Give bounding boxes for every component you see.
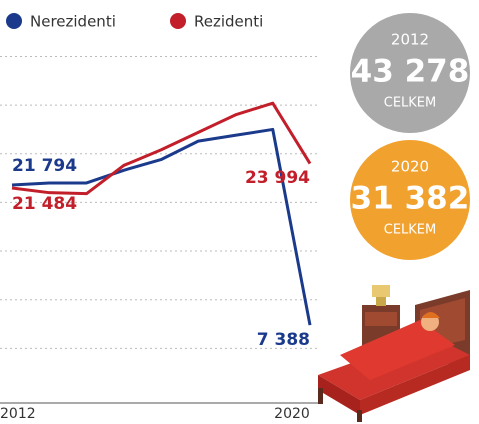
total-value: 43 278 <box>351 54 470 90</box>
total-caption: CELKEM <box>384 96 437 111</box>
total-badge <box>350 13 470 133</box>
series-line <box>11 101 312 196</box>
x-tick-label: 2020 <box>274 406 310 422</box>
total-caption: CELKEM <box>384 223 437 238</box>
data-label: 7 388 <box>257 330 310 350</box>
total-year: 2020 <box>391 158 429 176</box>
legend-label: Rezidenti <box>194 13 263 31</box>
series-line <box>11 127 312 326</box>
x-tick-label: 2012 <box>0 406 36 422</box>
data-label: 21 794 <box>12 156 77 176</box>
data-label: 21 484 <box>12 194 77 214</box>
legend-marker <box>6 13 22 29</box>
total-value: 31 382 <box>351 181 470 217</box>
data-label: 23 994 <box>245 168 310 188</box>
bed-illustration <box>318 285 470 422</box>
total-badge <box>350 140 470 260</box>
legend-marker <box>170 13 186 29</box>
legend-label: Nerezidenti <box>30 13 116 31</box>
total-year: 2012 <box>391 31 429 49</box>
